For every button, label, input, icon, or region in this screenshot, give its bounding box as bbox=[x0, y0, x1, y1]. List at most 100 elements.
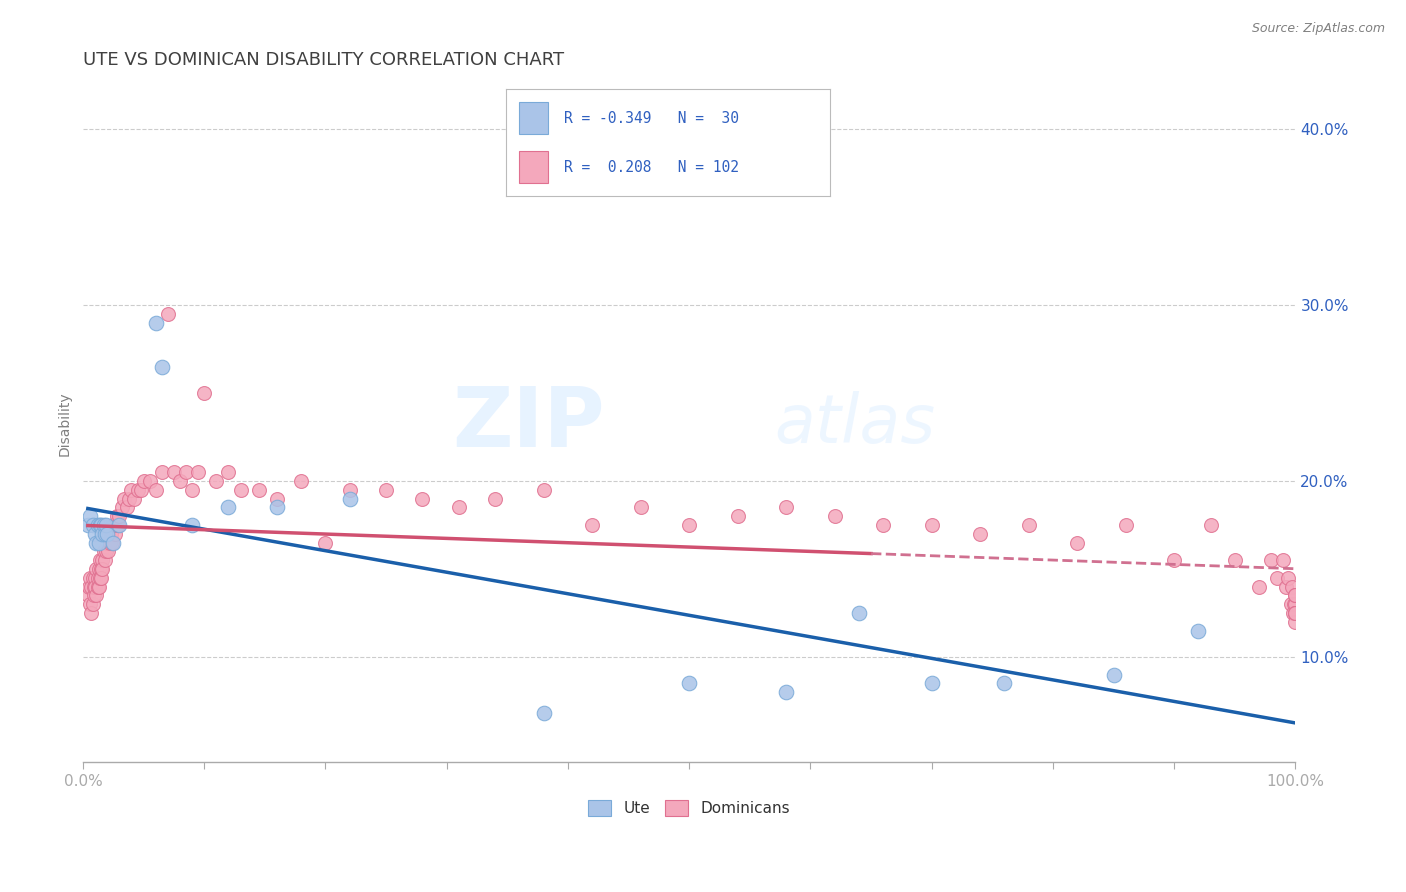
Point bbox=[218, 466, 240, 480]
Point bbox=[86, 562, 108, 576]
Point bbox=[181, 518, 204, 533]
Point bbox=[1223, 553, 1246, 567]
Point bbox=[103, 518, 125, 533]
Point bbox=[229, 483, 252, 497]
Point bbox=[107, 518, 129, 533]
Point bbox=[314, 535, 336, 549]
Point bbox=[82, 571, 104, 585]
Point bbox=[83, 580, 105, 594]
Point bbox=[678, 676, 700, 690]
Text: R =  0.208   N = 102: R = 0.208 N = 102 bbox=[564, 160, 740, 175]
Point bbox=[872, 518, 894, 533]
Point bbox=[266, 500, 288, 515]
Point bbox=[94, 544, 117, 558]
Point bbox=[533, 706, 555, 721]
Point bbox=[84, 527, 107, 541]
Point bbox=[118, 491, 141, 506]
Point bbox=[87, 535, 110, 549]
Point bbox=[1284, 597, 1306, 611]
Legend: Ute, Dominicans: Ute, Dominicans bbox=[582, 794, 796, 822]
Point bbox=[993, 676, 1015, 690]
Bar bbox=[519, 152, 548, 184]
Point bbox=[1199, 518, 1222, 533]
Point bbox=[86, 580, 108, 594]
Point bbox=[921, 518, 943, 533]
Point bbox=[105, 509, 128, 524]
Point bbox=[447, 500, 470, 515]
Point bbox=[91, 553, 114, 567]
Point bbox=[76, 588, 98, 602]
Point bbox=[1284, 606, 1306, 620]
Point bbox=[90, 562, 112, 576]
Point bbox=[247, 483, 270, 497]
Y-axis label: Disability: Disability bbox=[58, 392, 72, 457]
Point bbox=[169, 474, 191, 488]
Point bbox=[581, 518, 603, 533]
Point bbox=[84, 580, 107, 594]
Text: R = -0.349   N =  30: R = -0.349 N = 30 bbox=[564, 111, 740, 126]
Point bbox=[93, 544, 115, 558]
Point bbox=[1066, 535, 1088, 549]
Point bbox=[82, 597, 104, 611]
Point bbox=[100, 527, 122, 541]
Point bbox=[121, 483, 143, 497]
Point bbox=[91, 527, 114, 541]
Point bbox=[1274, 580, 1296, 594]
Point bbox=[122, 491, 145, 506]
Point bbox=[93, 518, 115, 533]
Point bbox=[1163, 553, 1185, 567]
Point bbox=[87, 580, 110, 594]
Point bbox=[111, 500, 134, 515]
Point bbox=[76, 518, 98, 533]
Point bbox=[80, 606, 103, 620]
Point bbox=[138, 474, 160, 488]
Text: atlas: atlas bbox=[775, 391, 935, 457]
Point bbox=[103, 527, 125, 541]
Point bbox=[80, 580, 103, 594]
Point bbox=[87, 562, 110, 576]
Point bbox=[91, 562, 114, 576]
Point bbox=[150, 359, 173, 374]
Point bbox=[79, 509, 101, 524]
Point bbox=[921, 676, 943, 690]
Point bbox=[630, 500, 652, 515]
Point bbox=[79, 597, 101, 611]
Point bbox=[218, 500, 240, 515]
Point bbox=[90, 571, 112, 585]
Point bbox=[1284, 588, 1306, 602]
Point bbox=[969, 527, 991, 541]
Point bbox=[1260, 553, 1282, 567]
Point bbox=[86, 571, 108, 585]
Point bbox=[1277, 571, 1299, 585]
Point bbox=[83, 588, 105, 602]
Point bbox=[129, 483, 152, 497]
Point bbox=[775, 500, 797, 515]
Point bbox=[1282, 606, 1305, 620]
Point bbox=[82, 518, 104, 533]
Point bbox=[824, 509, 846, 524]
Point bbox=[1284, 606, 1306, 620]
Point bbox=[411, 491, 433, 506]
Point bbox=[108, 509, 131, 524]
Point bbox=[98, 535, 121, 549]
Point bbox=[1279, 597, 1302, 611]
Point bbox=[1249, 580, 1271, 594]
Point bbox=[79, 571, 101, 585]
Point bbox=[290, 474, 312, 488]
Point bbox=[339, 491, 361, 506]
Point bbox=[127, 483, 149, 497]
Point bbox=[727, 509, 749, 524]
Point bbox=[94, 553, 117, 567]
Point bbox=[89, 553, 111, 567]
Point bbox=[187, 466, 209, 480]
Point bbox=[193, 386, 215, 401]
Point bbox=[678, 518, 700, 533]
Point bbox=[104, 518, 127, 533]
Point bbox=[145, 483, 167, 497]
Point bbox=[533, 483, 555, 497]
Point bbox=[181, 483, 204, 497]
Point bbox=[77, 580, 100, 594]
Point bbox=[163, 466, 186, 480]
Point bbox=[1281, 580, 1303, 594]
Point bbox=[1102, 667, 1125, 681]
